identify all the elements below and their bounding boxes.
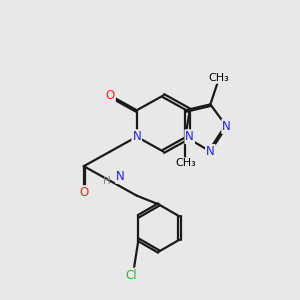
Text: O: O — [106, 89, 115, 102]
Text: N: N — [116, 170, 125, 183]
Text: N: N — [132, 130, 141, 143]
Text: N: N — [206, 145, 215, 158]
Text: Cl: Cl — [125, 268, 137, 282]
Text: N: N — [185, 130, 194, 143]
Text: N: N — [222, 120, 231, 133]
Text: H: H — [103, 176, 111, 186]
Text: O: O — [79, 186, 88, 199]
Text: CH₃: CH₃ — [209, 73, 230, 83]
Text: CH₃: CH₃ — [175, 158, 196, 168]
